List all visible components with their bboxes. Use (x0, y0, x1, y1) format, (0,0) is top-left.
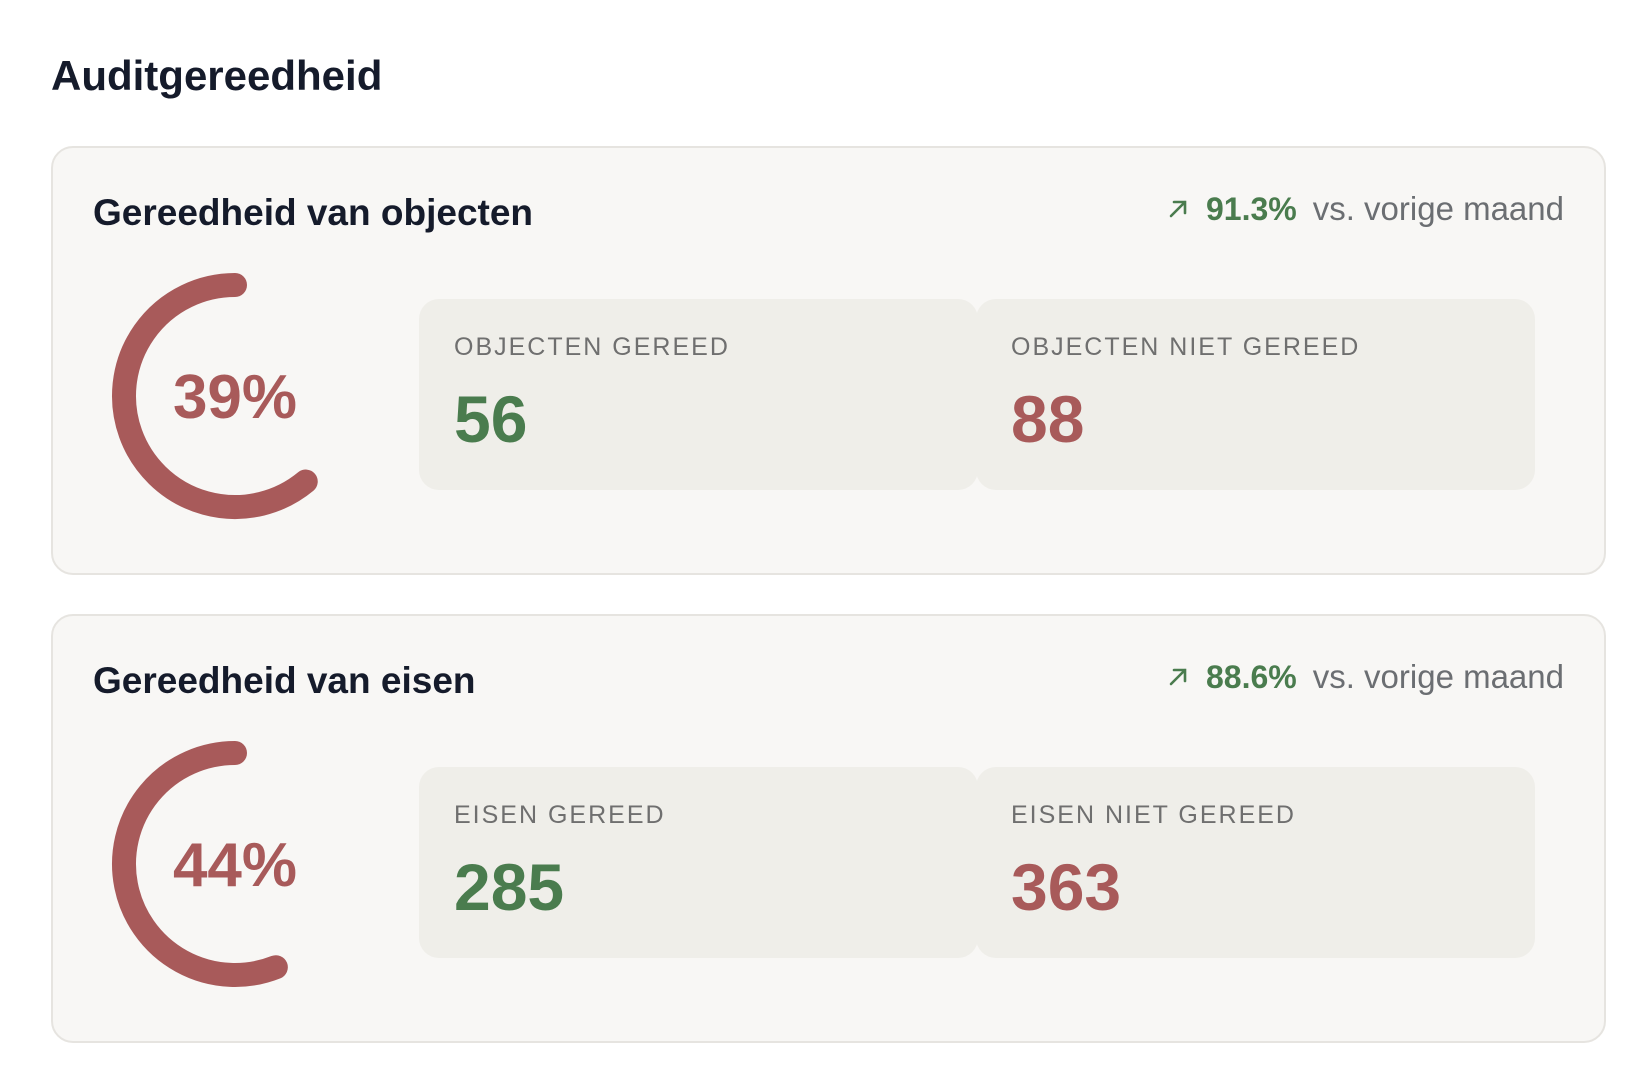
stat-box: EISEN GEREED 285 (419, 767, 978, 958)
arrow-icon (1169, 668, 1187, 686)
stat-label: OBJECTEN NIET GEREED (1011, 333, 1361, 361)
stat-box: OBJECTEN GEREED 56 (419, 299, 978, 490)
trend-value: 91.3% (1205, 190, 1297, 227)
card-title: Gereedheid van eisen (93, 660, 476, 701)
gauge-arc (112, 273, 318, 519)
gauge-arc (112, 741, 288, 987)
stat-value: 363 (1011, 850, 1122, 924)
stat-box: EISEN NIET GEREED 363 (976, 767, 1535, 958)
trend-comparison: vs. vorige maand (1312, 190, 1564, 227)
stat-value: 285 (454, 850, 565, 924)
gauge-label: 39% (173, 363, 297, 432)
page-title: Auditgereedheid (51, 52, 383, 99)
card: Gereedheid van eisen 88.6% vs. vorige maan… (51, 614, 1606, 1043)
stat-box: OBJECTEN NIET GEREED 88 (976, 299, 1535, 490)
trend-value: 88.6% (1205, 658, 1297, 695)
gauge-label: 44% (173, 831, 297, 900)
trend: 91.3% vs. vorige maand (1166, 190, 1564, 228)
trend-arrow (1169, 200, 1187, 218)
stat-label: OBJECTEN GEREED (454, 333, 730, 361)
stat-value: 88 (1011, 382, 1085, 456)
trend: 88.6% vs. vorige maand (1166, 658, 1564, 696)
card-title: Gereedheid van objecten (93, 192, 534, 233)
stat-label: EISEN GEREED (454, 801, 666, 829)
gauge: 44% (112, 741, 297, 987)
stat-value: 56 (454, 382, 528, 456)
stat-label: EISEN NIET GEREED (1011, 801, 1296, 829)
card: Gereedheid van objecten 91.3% vs. vorige m… (51, 146, 1606, 575)
arrow-icon (1169, 200, 1187, 218)
trend-comparison: vs. vorige maand (1312, 658, 1564, 695)
gauge: 39% (112, 273, 318, 519)
trend-arrow (1169, 668, 1187, 686)
